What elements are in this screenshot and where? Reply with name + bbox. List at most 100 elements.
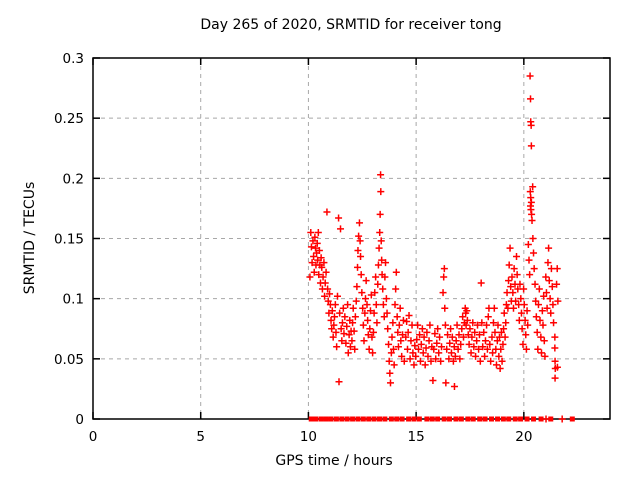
data-point: [544, 259, 552, 267]
data-point: [373, 319, 381, 327]
data-point: [477, 279, 485, 287]
data-point: [324, 285, 332, 293]
data-point: [495, 352, 503, 360]
data-point: [526, 188, 534, 196]
data-point: [399, 316, 407, 324]
data-point: [352, 297, 360, 305]
data-point: [525, 256, 533, 264]
data-point: [335, 378, 343, 386]
data-point-square: [538, 416, 544, 422]
data-point: [310, 268, 318, 276]
data-point: [429, 376, 437, 384]
data-point: [344, 349, 352, 357]
data-point: [553, 363, 561, 371]
data-point: [407, 337, 415, 345]
x-tick-label: 10: [300, 429, 317, 445]
data-point: [540, 337, 548, 345]
data-point: [381, 273, 389, 281]
data-point: [527, 198, 535, 206]
data-point: [390, 345, 398, 353]
data-point: [465, 340, 473, 348]
data-point: [370, 309, 378, 317]
data-point: [366, 307, 374, 315]
data-point-square: [406, 416, 412, 422]
data-point-square: [495, 416, 501, 422]
data-point: [551, 344, 559, 352]
data-point: [362, 295, 370, 303]
data-point: [366, 325, 374, 333]
data-point: [398, 352, 406, 360]
data-point: [385, 357, 393, 365]
data-point: [441, 304, 449, 312]
data-point-square: [453, 416, 459, 422]
data-point: [520, 301, 528, 309]
data-point: [317, 254, 325, 262]
data-point: [446, 339, 454, 347]
data-point: [396, 304, 404, 312]
data-point-square: [524, 416, 530, 422]
data-point: [538, 307, 546, 315]
data-point: [486, 340, 494, 348]
data-point: [417, 340, 425, 348]
data-point: [335, 214, 343, 222]
data-point-square: [465, 416, 471, 422]
data-point: [547, 309, 555, 317]
data-point: [455, 331, 463, 339]
data-point: [445, 355, 453, 363]
data-point: [530, 265, 538, 273]
data-point-square: [435, 416, 441, 422]
data-point: [523, 307, 531, 315]
data-point: [539, 321, 547, 329]
data-point-square: [470, 416, 476, 422]
data-point: [414, 321, 422, 329]
data-point: [470, 343, 478, 351]
data-point: [450, 383, 458, 391]
data-point: [476, 357, 484, 365]
data-point: [418, 325, 426, 333]
data-point: [530, 249, 538, 257]
data-point: [319, 273, 327, 281]
data-point: [502, 301, 510, 309]
data-point: [527, 95, 535, 103]
data-point: [403, 318, 411, 326]
data-point-square: [548, 416, 554, 422]
data-point: [321, 279, 329, 287]
data-point: [527, 121, 535, 129]
data-point-square: [441, 416, 447, 422]
data-point: [337, 225, 345, 233]
data-point: [306, 273, 314, 281]
data-point: [475, 345, 483, 353]
data-point: [430, 345, 438, 353]
data-point: [414, 345, 422, 353]
data-point: [521, 316, 529, 324]
data-point: [551, 333, 559, 341]
data-point: [386, 369, 394, 377]
data-point-square: [318, 416, 324, 422]
data-point: [535, 285, 543, 293]
data-point: [506, 244, 514, 252]
data-point: [379, 301, 387, 309]
data-point-square: [518, 416, 524, 422]
data-point: [359, 321, 367, 329]
data-point: [405, 312, 413, 320]
data-point: [333, 292, 341, 300]
data-point: [404, 328, 412, 336]
data-point: [548, 283, 556, 291]
data-point: [328, 307, 336, 315]
data-point-square: [424, 416, 430, 422]
data-point: [314, 228, 322, 236]
data-point-square: [328, 416, 334, 422]
data-point: [394, 328, 402, 336]
data-point: [424, 352, 432, 360]
data-point: [528, 216, 536, 224]
data-point: [328, 325, 336, 333]
data-point: [450, 343, 458, 351]
data-point: [520, 285, 528, 293]
y-tick-label: 0.25: [54, 111, 84, 127]
data-point: [447, 325, 455, 333]
data-point-square: [489, 416, 495, 422]
y-tick-label: 0.3: [63, 51, 84, 67]
data-point-square: [377, 416, 383, 422]
data-point: [502, 319, 510, 327]
